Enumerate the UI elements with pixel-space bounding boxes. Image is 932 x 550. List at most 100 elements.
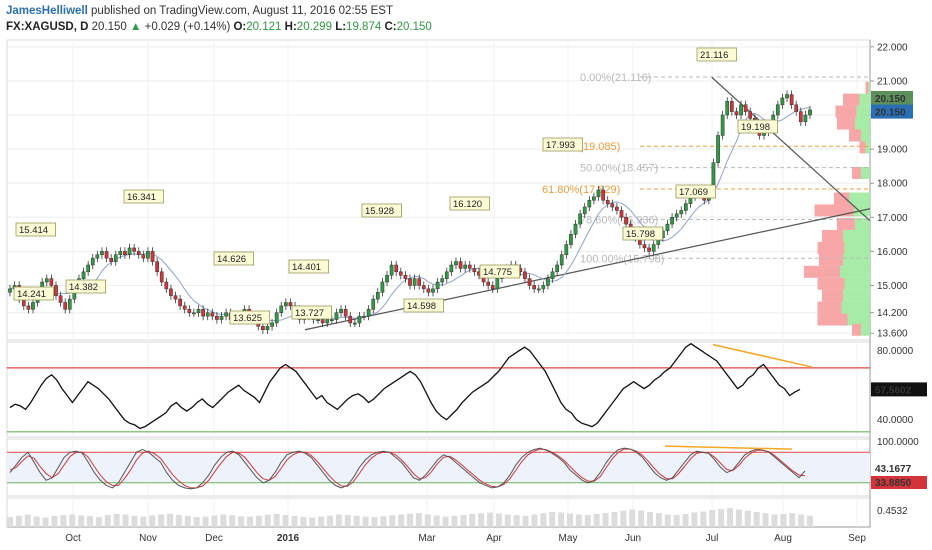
low-value: 19.874 <box>346 21 382 33</box>
volume-bar <box>727 508 733 527</box>
swing-label-text: 17.993 <box>546 140 575 151</box>
candle-body <box>215 315 219 320</box>
candle-body <box>458 261 463 269</box>
candle-body <box>375 292 380 300</box>
volume-profile-down-bar <box>822 289 843 302</box>
candle-body <box>729 101 734 112</box>
candle-body <box>578 213 582 225</box>
stoch-k-text: 43.1677 <box>875 464 912 475</box>
volume-bar <box>87 516 93 527</box>
swing-label-box <box>622 226 663 241</box>
candle-body <box>798 111 803 123</box>
candle-body <box>665 223 670 232</box>
author-link[interactable]: JamesHelliwell <box>6 5 88 17</box>
candle-body <box>596 189 601 198</box>
candle-body <box>394 264 399 273</box>
volume-bar <box>789 513 796 527</box>
candle-body <box>150 251 155 262</box>
candle-body <box>210 312 215 317</box>
current-price-text: 20.150 <box>875 94 906 105</box>
candle-body <box>339 309 343 313</box>
candle-body <box>44 278 49 283</box>
volume-bar <box>664 514 671 527</box>
candle-body <box>559 254 564 266</box>
stoch-band-fill <box>7 452 870 483</box>
swing-label-text: 14.598 <box>407 301 436 312</box>
candle-body <box>104 251 109 259</box>
volume-bar <box>540 513 547 527</box>
volume-profile-down-bar <box>804 265 840 278</box>
candle-body <box>490 285 495 290</box>
swing-label-box <box>13 286 54 301</box>
candle-body <box>164 281 169 290</box>
candle-body <box>31 302 35 310</box>
volume-bar <box>807 515 813 527</box>
volume-bar <box>104 515 111 527</box>
volume-bar <box>718 509 725 527</box>
candle-body <box>192 312 196 315</box>
volume-bar <box>184 516 191 527</box>
candle-body <box>398 271 403 276</box>
swing-label-text: 14.241 <box>17 289 46 300</box>
volume-bar <box>620 510 627 527</box>
volume-profile-down-bar <box>822 230 843 243</box>
candle-body <box>67 298 72 310</box>
swing-label-text: 16.341 <box>127 192 156 203</box>
swing-label-box <box>675 184 716 199</box>
volume-bar <box>647 512 653 527</box>
stoch-k-line <box>9 447 806 490</box>
candle-body <box>527 278 532 286</box>
volume-profile-down-bar <box>817 301 842 314</box>
volume-bar <box>202 516 209 527</box>
candle-body <box>592 196 596 201</box>
swing-label-box <box>449 196 490 211</box>
candle-body <box>582 206 587 215</box>
swing-label-text: 14.401 <box>292 262 321 273</box>
price-tick-label: 17.000 <box>877 213 908 224</box>
candle-body <box>605 199 610 204</box>
volume-profile-down-bar <box>849 129 861 142</box>
volume-bar <box>229 515 236 527</box>
time-tick-label: Jul <box>706 533 719 544</box>
support-trendline <box>304 208 871 331</box>
volume-bar <box>575 514 582 527</box>
time-tick-label: Mar <box>418 533 436 544</box>
volume-profile-up-bar <box>849 192 870 205</box>
fib-level-label: 78.60%(16.936) <box>580 214 658 226</box>
price-tick-label: 13.600 <box>877 329 908 340</box>
swing-label-text: 15.798 <box>626 229 655 240</box>
volume-bar <box>709 510 716 527</box>
candle-body <box>431 288 435 293</box>
close-label: C: <box>384 21 397 33</box>
volume-bar <box>567 513 573 527</box>
volume-bar <box>24 514 31 527</box>
price-tick-label: 18.000 <box>877 179 908 190</box>
volume-bar <box>149 515 156 527</box>
candle-body <box>136 251 141 256</box>
candle-body <box>541 285 546 290</box>
candle-body <box>205 312 210 317</box>
swing-label-text: 16.120 <box>453 199 482 210</box>
candle-body <box>780 97 785 106</box>
price-tick-label: 16.000 <box>877 247 908 258</box>
candle-body <box>716 135 720 163</box>
candle-body <box>265 326 270 331</box>
candle-body <box>647 247 651 252</box>
symbol-label[interactable]: FX:XAGUSD, D <box>6 21 89 33</box>
candle-body <box>440 278 445 283</box>
swing-label-box <box>403 298 444 313</box>
candle-body <box>536 288 541 291</box>
candle-body <box>141 254 146 259</box>
volume-bar <box>744 510 751 527</box>
volume-bar <box>389 515 396 527</box>
candle-body <box>684 203 688 211</box>
swing-label-box <box>15 222 56 237</box>
candle-body <box>403 274 408 279</box>
candle-body <box>435 281 440 290</box>
swing-label-box <box>288 259 329 274</box>
volume-bar <box>700 511 707 527</box>
candle-body <box>720 114 725 136</box>
candle-body <box>284 302 288 307</box>
volume-bar <box>380 516 387 527</box>
